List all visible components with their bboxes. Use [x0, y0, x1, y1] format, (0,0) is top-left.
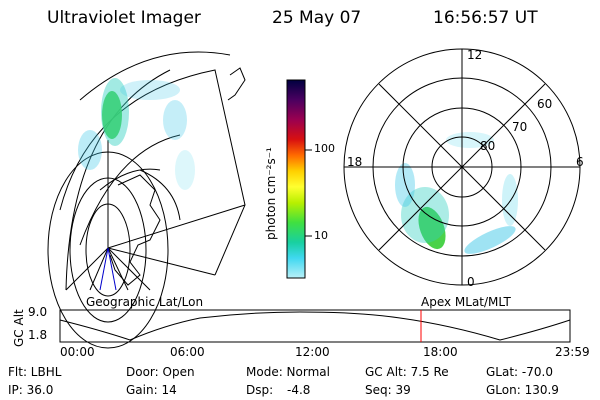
geo-grid-arc: [59, 69, 246, 276]
timeline-xtick: 06:00: [170, 345, 205, 359]
mlt-label-12: 12: [467, 48, 483, 62]
geo-grid-arc: [139, 169, 181, 221]
filter-info: Flt: LBHL: [8, 365, 62, 379]
instrument-title: Ultraviolet Imager: [47, 8, 201, 28]
geo-meridian: [107, 247, 216, 276]
sun-direction-line: [99, 247, 109, 291]
timeline-ylabel: GC Alt: [12, 309, 26, 347]
timeline-xtick: 12:00: [295, 345, 330, 359]
geo-grid-arc: [99, 168, 161, 191]
dsp-value: -4.8: [287, 383, 311, 397]
geo-grid-arc: [65, 69, 171, 291]
geo-grid-arc: [79, 51, 231, 101]
seq-info: Seq: 39: [365, 383, 411, 397]
gc-alt-info: GC Alt: 7.5 Re: [365, 365, 449, 379]
polar-plot-label: Apex MLat/MLT: [421, 295, 511, 309]
geo-grid-arc: [79, 134, 181, 246]
geo-meridian: [107, 247, 151, 291]
mlt-label-0: 0: [467, 275, 475, 289]
mlt-label-6: 6: [576, 155, 584, 169]
timeline-ytick-max: 9.0: [28, 305, 48, 319]
coastline: [109, 174, 161, 286]
geo-meridian: [89, 247, 109, 291]
mlt-label-18: 18: [347, 155, 363, 169]
gain-info: Gain: 14: [126, 383, 177, 397]
mlat-label-80: 80: [480, 139, 496, 153]
observation-date: 25 May 07: [272, 8, 362, 28]
colorbar-unit-label: photon cm⁻²s⁻¹: [264, 147, 278, 240]
geo-aurora-emission: [78, 78, 195, 190]
glat-info: GLat: -70.0: [486, 365, 553, 379]
door-info: Door: Open: [126, 365, 195, 379]
colorbar-tick-10: 10: [314, 229, 328, 242]
mode-info: Mode: Normal: [246, 365, 330, 379]
sun-direction-line: [107, 247, 117, 291]
mlat-label-70: 70: [512, 120, 528, 134]
coastline: [227, 67, 246, 101]
geo-map-label: Geographic Lat/Lon: [86, 295, 204, 309]
ip-info: IP: 36.0: [8, 383, 54, 397]
glon-info: GLon: 130.9: [486, 383, 559, 397]
dsp-label: Dsp:: [246, 383, 274, 397]
timeline-xtick: 00:00: [60, 345, 95, 359]
timeline-xtick: 23:59: [555, 345, 590, 359]
timeline-ytick-min: 1.8: [28, 328, 48, 342]
geo-meridian: [107, 204, 246, 249]
observation-time: 16:56:57 UT: [433, 8, 538, 28]
timeline-xtick: 18:00: [423, 345, 458, 359]
colorbar-tick-100: 100: [314, 142, 335, 155]
geo-meridian: [65, 247, 109, 291]
geo-meridian: [107, 247, 129, 291]
mlat-label-60: 60: [537, 97, 553, 111]
